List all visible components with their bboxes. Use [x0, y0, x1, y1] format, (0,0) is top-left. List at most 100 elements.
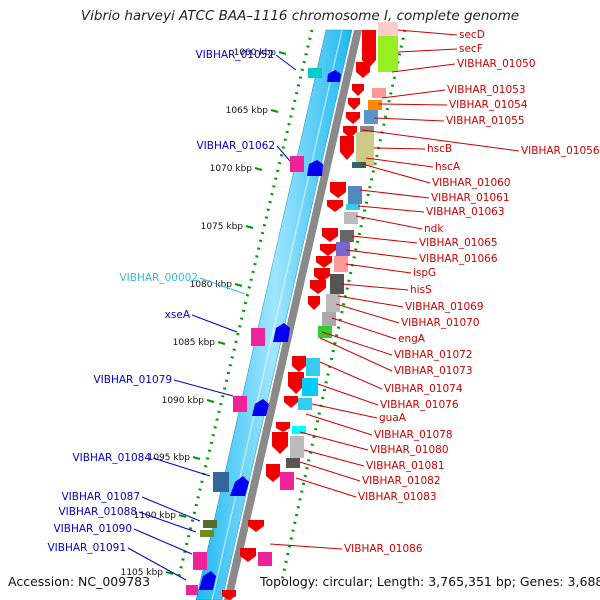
gene-box[interactable] — [372, 88, 386, 98]
reverse-gene-arrow[interactable] — [322, 228, 338, 242]
gene-label-right[interactable]: VIBHAR_01081 — [366, 460, 445, 472]
gene-label-right[interactable]: VIBHAR_01056 — [521, 145, 600, 157]
gene-box[interactable] — [290, 436, 304, 458]
reverse-gene-arrow[interactable] — [284, 396, 298, 408]
gene-box[interactable] — [360, 126, 374, 132]
gene-label-right[interactable]: hscB — [427, 143, 452, 155]
reverse-gene-arrow[interactable] — [320, 244, 336, 256]
gene-label-right[interactable]: ndk — [424, 223, 444, 235]
gene-box[interactable] — [302, 378, 318, 396]
reverse-gene-arrow[interactable] — [346, 112, 360, 124]
reverse-gene-arrow[interactable] — [266, 464, 280, 482]
gene-box[interactable] — [203, 520, 217, 528]
reverse-gene-arrow[interactable] — [327, 200, 343, 212]
gene-label-left[interactable]: VIBHAR_01079 — [93, 374, 172, 386]
reverse-gene-arrow[interactable] — [362, 30, 376, 68]
gene-box[interactable] — [322, 312, 336, 326]
reverse-gene-arrow[interactable] — [248, 520, 264, 532]
gene-box[interactable] — [308, 68, 322, 78]
gene-label-right[interactable]: ispG — [413, 267, 436, 279]
gene-label-right[interactable]: VIBHAR_01053 — [447, 84, 526, 96]
gene-label-left[interactable]: VIBHAR_01091 — [47, 542, 126, 554]
reverse-gene-arrow[interactable] — [308, 296, 320, 310]
reverse-gene-arrow[interactable] — [348, 98, 360, 110]
reverse-gene-arrow[interactable] — [310, 280, 326, 294]
reverse-gene-arrow[interactable] — [292, 356, 306, 372]
reverse-gene-arrow[interactable] — [356, 62, 370, 78]
forward-gene-arrow[interactable] — [327, 70, 341, 82]
gene-label-right[interactable]: VIBHAR_01060 — [432, 177, 511, 189]
gene-box[interactable] — [213, 472, 229, 492]
reverse-gene-arrow[interactable] — [330, 182, 346, 198]
reverse-gene-arrow[interactable] — [222, 590, 236, 600]
gene-label-right[interactable]: VIBHAR_01078 — [374, 429, 453, 441]
gene-label-left[interactable]: VIBHAR_01090 — [53, 523, 132, 535]
gene-box[interactable] — [233, 396, 247, 412]
gene-box[interactable] — [356, 132, 374, 166]
gene-label-right[interactable]: guaA — [379, 412, 407, 424]
gene-label-right[interactable]: VIBHAR_01080 — [370, 444, 449, 456]
gene-box[interactable] — [292, 426, 306, 434]
gene-box[interactable] — [378, 36, 398, 72]
reverse-gene-arrow[interactable] — [276, 422, 290, 432]
gene-label-right[interactable]: VIBHAR_01069 — [405, 301, 484, 313]
gene-box[interactable] — [340, 230, 354, 242]
reverse-gene-arrow[interactable] — [352, 84, 364, 96]
gene-label-right[interactable]: VIBHAR_01054 — [449, 99, 528, 111]
gene-label-left[interactable]: VIBHAR_00002 — [119, 272, 198, 284]
gene-box[interactable] — [348, 186, 362, 204]
forward-gene-arrow[interactable] — [199, 571, 216, 590]
gene-label-right[interactable]: VIBHAR_01073 — [394, 365, 473, 377]
reverse-gene-arrow[interactable] — [272, 432, 288, 454]
gene-label-right[interactable]: VIBHAR_01083 — [358, 491, 437, 503]
gene-label-right[interactable]: VIBHAR_01063 — [426, 206, 505, 218]
gene-label-right[interactable]: hscA — [435, 161, 461, 173]
gene-label-right[interactable]: VIBHAR_01072 — [394, 349, 473, 361]
gene-label-right[interactable]: VIBHAR_01076 — [380, 399, 459, 411]
gene-box[interactable] — [298, 398, 312, 410]
forward-gene-arrow[interactable] — [230, 476, 249, 496]
gene-label-right[interactable]: VIBHAR_01061 — [431, 192, 510, 204]
gene-box[interactable] — [336, 242, 350, 256]
gene-label-right[interactable]: secD — [459, 29, 485, 41]
gene-label-right[interactable]: hisS — [410, 284, 432, 296]
forward-gene-arrow[interactable] — [273, 323, 290, 342]
gene-box[interactable] — [368, 100, 382, 110]
gene-label-left[interactable]: VIBHAR_01084 — [72, 452, 151, 464]
gene-box[interactable] — [346, 204, 360, 210]
gene-box[interactable] — [286, 458, 300, 468]
gene-box[interactable] — [251, 328, 265, 346]
gene-box[interactable] — [318, 326, 332, 338]
gene-box[interactable] — [364, 110, 378, 124]
gene-box[interactable] — [378, 22, 398, 36]
reverse-gene-arrow[interactable] — [343, 126, 357, 138]
gene-label-left[interactable]: VIBHAR_01088 — [58, 506, 137, 518]
reverse-gene-arrow[interactable] — [314, 268, 330, 282]
gene-box[interactable] — [326, 294, 340, 312]
gene-label-right[interactable]: VIBHAR_01082 — [362, 475, 441, 487]
reverse-gene-arrow[interactable] — [340, 136, 354, 160]
gene-label-right[interactable]: VIBHAR_01074 — [384, 383, 463, 395]
reverse-gene-arrow[interactable] — [240, 548, 256, 562]
gene-box[interactable] — [330, 274, 344, 294]
forward-gene-arrow[interactable] — [307, 160, 323, 176]
gene-box[interactable] — [352, 162, 366, 168]
gene-box[interactable] — [280, 472, 294, 490]
forward-gene-arrow[interactable] — [252, 399, 269, 416]
reverse-gene-arrow[interactable] — [316, 256, 332, 268]
gene-box[interactable] — [258, 552, 272, 566]
gene-label-left[interactable]: VIBHAR_01062 — [196, 140, 275, 152]
gene-label-right[interactable]: VIBHAR_01050 — [457, 58, 536, 70]
gene-label-right[interactable]: VIBHAR_01066 — [419, 253, 498, 265]
gene-label-right[interactable]: VIBHAR_01055 — [446, 115, 525, 127]
gene-box[interactable] — [306, 358, 320, 376]
gene-box[interactable] — [193, 552, 207, 570]
gene-label-left[interactable]: VIBHAR_01052 — [195, 49, 274, 61]
gene-box[interactable] — [334, 256, 348, 272]
gene-box[interactable] — [186, 585, 198, 595]
gene-box[interactable] — [200, 530, 214, 537]
gene-label-left[interactable]: xseA — [165, 309, 191, 321]
reverse-gene-arrow[interactable] — [288, 372, 304, 394]
gene-label-right[interactable]: VIBHAR_01086 — [344, 543, 423, 555]
gene-label-right[interactable]: secF — [459, 43, 483, 55]
